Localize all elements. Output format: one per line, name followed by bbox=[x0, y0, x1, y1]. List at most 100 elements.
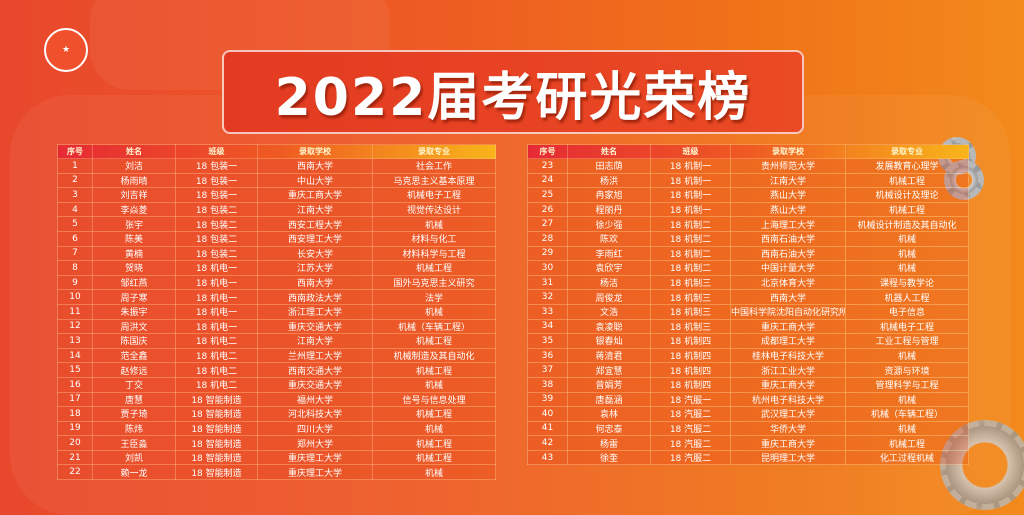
cell-major: 机械 bbox=[845, 391, 969, 408]
cell-school: 中山大学 bbox=[257, 172, 373, 189]
cell-major: 机械电子工程 bbox=[845, 318, 969, 335]
cell-index: 11 bbox=[57, 303, 93, 320]
cell-index: 33 bbox=[527, 303, 568, 320]
cell-name: 范全鑫 bbox=[92, 347, 176, 364]
table-row: 23 田志荫 18 机制一 贵州师范大学 发展教育心理学 bbox=[527, 158, 969, 174]
cell-school: 西安理工大学 bbox=[257, 230, 373, 247]
cell-school: 成都理工大学 bbox=[730, 333, 846, 349]
cell-name: 贾子琦 bbox=[92, 406, 176, 422]
header-index: 序号 bbox=[527, 144, 568, 159]
table-row: 19 陈炜 18 智能制造 四川大学 机械 bbox=[57, 420, 496, 437]
cell-school: 西南大学 bbox=[257, 158, 373, 174]
table-row: 4 李焱菱 18 包装二 江南大学 视觉传达设计 bbox=[57, 201, 496, 218]
table-row: 32 周俊龙 18 机制三 西南大学 机器人工程 bbox=[527, 289, 969, 305]
cell-major: 视觉传达设计 bbox=[372, 201, 496, 218]
cell-major: 机械 bbox=[372, 216, 496, 232]
cell-name: 张宇 bbox=[92, 216, 176, 232]
cell-name: 黄楠 bbox=[92, 245, 176, 262]
cell-index: 1 bbox=[57, 158, 93, 174]
table-row: 12 周洪文 18 机电一 重庆交通大学 机械（车辆工程） bbox=[57, 318, 496, 335]
cell-class: 18 机制四 bbox=[650, 362, 731, 378]
cell-index: 24 bbox=[527, 172, 568, 189]
table-row: 28 陈欢 18 机制二 西南石油大学 机械 bbox=[527, 230, 969, 247]
cell-class: 18 机制三 bbox=[650, 274, 731, 291]
cell-school: 上海理工大学 bbox=[730, 216, 846, 232]
cell-name: 杨雨晴 bbox=[92, 172, 176, 189]
cell-school: 昆明理工大学 bbox=[730, 449, 846, 466]
cell-school: 长安大学 bbox=[257, 245, 373, 262]
cell-name: 袁凌聪 bbox=[567, 318, 651, 335]
cell-major: 机械制造及其自动化 bbox=[372, 347, 496, 364]
table-row: 21 刘凯 18 智能制造 重庆理工大学 机械工程 bbox=[57, 449, 496, 466]
cell-class: 18 智能制造 bbox=[175, 464, 258, 481]
cell-major: 国外马克思主义研究 bbox=[372, 274, 496, 291]
cell-major: 马克思主义基本原理 bbox=[372, 172, 496, 189]
cell-name: 邹红燕 bbox=[92, 274, 176, 291]
table-row: 8 贺晓 18 机电一 江苏大学 机械工程 bbox=[57, 260, 496, 276]
cell-index: 10 bbox=[57, 289, 93, 305]
cell-school: 重庆理工大学 bbox=[257, 464, 373, 481]
cell-major: 机械设计及理论 bbox=[845, 187, 969, 203]
cell-class: 18 汽服二 bbox=[650, 435, 731, 451]
cell-school: 西南大学 bbox=[730, 289, 846, 305]
cell-index: 17 bbox=[57, 391, 93, 408]
cell-school: 桂林电子科技大学 bbox=[730, 347, 846, 364]
table-row: 10 周子寒 18 机电一 西南政法大学 法学 bbox=[57, 289, 496, 305]
cell-major: 电子信息 bbox=[845, 303, 969, 320]
cell-index: 5 bbox=[57, 216, 93, 232]
cell-name: 刘凯 bbox=[92, 449, 176, 466]
table-header: 序号 姓名 班级 录取学校 录取专业 bbox=[57, 144, 496, 159]
cell-school: 西南石油大学 bbox=[730, 245, 846, 262]
cell-name: 周洪文 bbox=[92, 318, 176, 335]
cell-major: 机械电子工程 bbox=[372, 187, 496, 203]
cell-index: 35 bbox=[527, 333, 568, 349]
cell-index: 29 bbox=[527, 245, 568, 262]
cell-index: 34 bbox=[527, 318, 568, 335]
cell-name: 文浩 bbox=[567, 303, 651, 320]
cell-name: 李焱菱 bbox=[92, 201, 176, 218]
cell-major: 机械工程 bbox=[372, 406, 496, 422]
cell-class: 18 机制一 bbox=[650, 187, 731, 203]
cell-index: 21 bbox=[57, 449, 93, 466]
cell-class: 18 智能制造 bbox=[175, 391, 258, 408]
table-row: 2 杨雨晴 18 包装一 中山大学 马克思主义基本原理 bbox=[57, 172, 496, 189]
table-row: 5 张宇 18 包装二 西安工程大学 机械 bbox=[57, 216, 496, 232]
cell-index: 39 bbox=[527, 391, 568, 408]
cell-index: 7 bbox=[57, 245, 93, 262]
cell-class: 18 机电一 bbox=[175, 303, 258, 320]
cell-name: 丁交 bbox=[92, 376, 176, 393]
table-row: 14 范全鑫 18 机电二 兰州理工大学 机械制造及其自动化 bbox=[57, 347, 496, 364]
cell-school: 郑州大学 bbox=[257, 435, 373, 451]
cell-index: 2 bbox=[57, 172, 93, 189]
header-major: 录取专业 bbox=[845, 144, 969, 159]
cell-name: 程丽丹 bbox=[567, 201, 651, 218]
cell-name: 唐慧 bbox=[92, 391, 176, 408]
cell-major: 机械 bbox=[372, 420, 496, 437]
cell-name: 贺晓 bbox=[92, 260, 176, 276]
cell-class: 18 汽服二 bbox=[650, 406, 731, 422]
table-row: 6 陈美 18 包装二 西安理工大学 材料与化工 bbox=[57, 230, 496, 247]
cell-class: 18 包装一 bbox=[175, 158, 258, 174]
cell-major: 机械 bbox=[372, 464, 496, 481]
cell-name: 刘洁 bbox=[92, 158, 176, 174]
cell-index: 41 bbox=[527, 420, 568, 437]
cell-class: 18 汽服二 bbox=[650, 449, 731, 466]
cell-class: 18 机制三 bbox=[650, 289, 731, 305]
table-row: 20 王臣淼 18 智能制造 郑州大学 机械工程 bbox=[57, 435, 496, 451]
cell-name: 陈炜 bbox=[92, 420, 176, 437]
cell-class: 18 机制四 bbox=[650, 347, 731, 364]
cell-name: 徐少强 bbox=[567, 216, 651, 232]
cell-major: 管理科学与工程 bbox=[845, 376, 969, 393]
cell-name: 何忠泰 bbox=[567, 420, 651, 437]
table-row: 33 文浩 18 机制三 中国科学院沈阳自动化研究所 电子信息 bbox=[527, 303, 969, 320]
cell-school: 重庆工商大学 bbox=[730, 435, 846, 451]
cell-major: 资源与环境 bbox=[845, 362, 969, 378]
table-row: 13 陈国庆 18 机电二 江南大学 机械工程 bbox=[57, 333, 496, 349]
cell-class: 18 机制二 bbox=[650, 260, 731, 276]
cell-school: 河北科技大学 bbox=[257, 406, 373, 422]
header-school: 录取学校 bbox=[257, 144, 373, 159]
cell-major: 工业工程与管理 bbox=[845, 333, 969, 349]
cell-index: 36 bbox=[527, 347, 568, 364]
cell-index: 38 bbox=[527, 376, 568, 393]
cell-school: 贵州师范大学 bbox=[730, 158, 846, 174]
